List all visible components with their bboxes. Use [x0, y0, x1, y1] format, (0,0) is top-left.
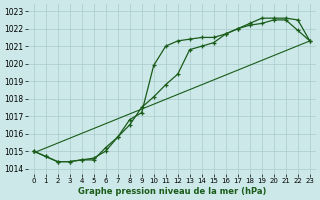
- X-axis label: Graphe pression niveau de la mer (hPa): Graphe pression niveau de la mer (hPa): [77, 187, 266, 196]
